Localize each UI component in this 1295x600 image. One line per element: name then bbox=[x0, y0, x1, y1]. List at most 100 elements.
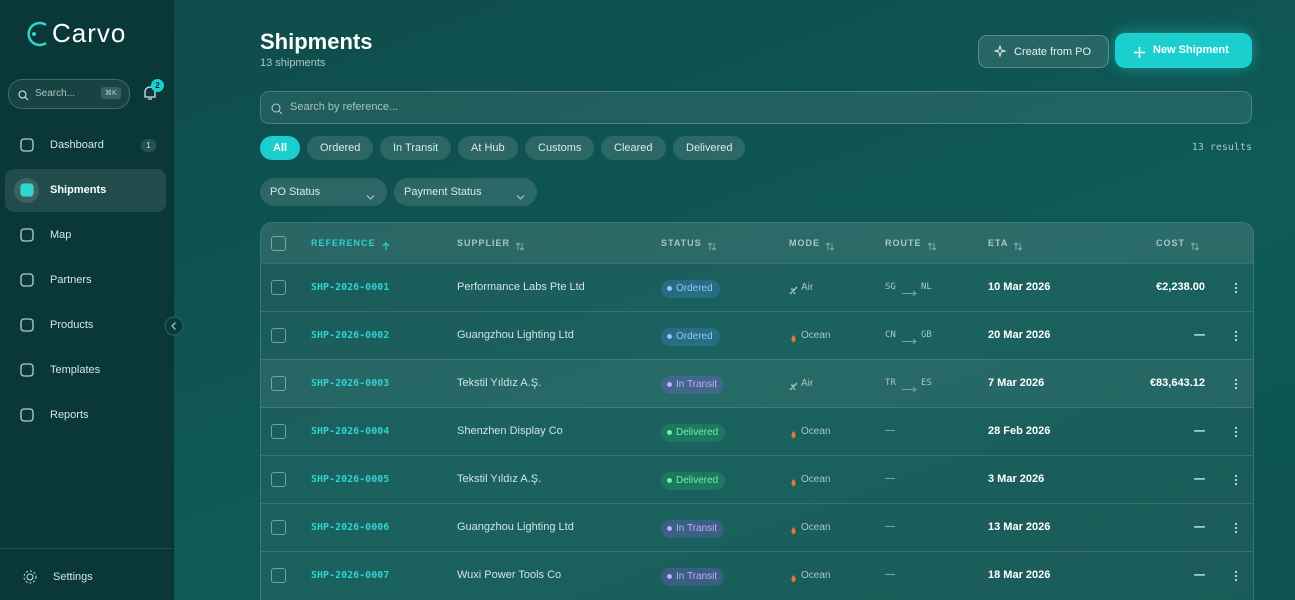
settings-label[interactable]: Settings bbox=[53, 571, 93, 583]
search-icon-svg bbox=[18, 90, 29, 101]
nav-icon-svg bbox=[20, 318, 34, 332]
status-badge: Delivered bbox=[661, 472, 726, 490]
row-menu-svg bbox=[1234, 282, 1238, 294]
table-row[interactable]: SHP-2026-0005 Tekstil Yıldız A.Ş. Delivere… bbox=[261, 455, 1253, 504]
row-menu-svg bbox=[1234, 570, 1238, 582]
cost: — bbox=[1194, 521, 1205, 533]
nav-item[interactable]: Shipments bbox=[5, 169, 166, 212]
route-to: GB bbox=[921, 330, 932, 340]
row-menu bbox=[1234, 425, 1238, 443]
column-header[interactable]: COST bbox=[1155, 238, 1185, 248]
row-checkbox[interactable] bbox=[271, 280, 286, 295]
mode: Air bbox=[801, 282, 814, 293]
nav-icon bbox=[20, 228, 34, 247]
eta: 13 Mar 2026 bbox=[988, 521, 1051, 533]
row-checkbox[interactable] bbox=[271, 472, 286, 487]
search-placeholder: Search... bbox=[35, 88, 76, 99]
table-row[interactable]: SHP-2026-0007 Wuxi Power Tools Co In Trans… bbox=[261, 551, 1253, 600]
brand: Carvo bbox=[52, 18, 127, 48]
nav-item[interactable]: Dashboard 1 bbox=[5, 124, 166, 167]
filter-tab[interactable]: Delivered bbox=[673, 136, 746, 160]
nav-item[interactable]: Templates bbox=[5, 349, 166, 392]
column-header[interactable]: STATUS bbox=[661, 238, 702, 248]
reference[interactable]: SHP-2026-0002 bbox=[311, 330, 390, 341]
reference[interactable]: SHP-2026-0004 bbox=[311, 426, 390, 437]
nav-label: Dashboard bbox=[50, 139, 104, 151]
table-row[interactable]: SHP-2026-0003 Tekstil Yıldız A.Ş. In Trans… bbox=[261, 359, 1253, 408]
filter-tab[interactable]: Ordered bbox=[307, 136, 374, 160]
cost: — bbox=[1194, 329, 1205, 341]
nav-icon-svg bbox=[20, 183, 34, 197]
sort-icon-svg bbox=[825, 242, 835, 251]
mode-icon-svg bbox=[791, 431, 796, 439]
nav-item[interactable]: Partners bbox=[5, 259, 166, 302]
column-header[interactable]: MODE bbox=[789, 238, 820, 248]
filter-tab[interactable]: At Hub bbox=[458, 136, 518, 160]
collapse-button-svg bbox=[164, 316, 184, 336]
filter-dropdown[interactable]: PO Status bbox=[260, 178, 387, 206]
eta: 10 Mar 2026 bbox=[988, 281, 1051, 293]
reference[interactable]: SHP-2026-0005 bbox=[311, 474, 390, 485]
row-checkbox[interactable] bbox=[271, 424, 286, 439]
collapse-button bbox=[164, 316, 184, 341]
filter-dropdown[interactable]: Payment Status bbox=[394, 178, 537, 206]
supplier: Guangzhou Lighting Ltd bbox=[457, 521, 574, 533]
mode-icon-svg bbox=[791, 575, 796, 583]
nav-item[interactable]: Reports bbox=[5, 394, 166, 437]
mode: Air bbox=[801, 378, 814, 389]
new-shipment-button[interactable]: New Shipment bbox=[1115, 33, 1252, 68]
create-from-po-button[interactable]: Create from PO bbox=[978, 35, 1109, 68]
table-row[interactable]: SHP-2026-0006 Guangzhou Lighting Ltd In Tr… bbox=[261, 503, 1253, 552]
mode: Ocean bbox=[801, 330, 831, 341]
sidebar-search[interactable]: Search... ⌘K bbox=[8, 79, 130, 109]
column-header[interactable]: ETA bbox=[988, 238, 1009, 248]
bell-icon-svg bbox=[144, 86, 156, 100]
filter-tab[interactable]: Customs bbox=[525, 136, 595, 160]
filter-tab[interactable]: All bbox=[260, 136, 301, 160]
route-arrow-svg bbox=[902, 386, 917, 393]
reference[interactable]: SHP-2026-0003 bbox=[311, 378, 390, 389]
column-header[interactable]: SUPPLIER bbox=[457, 238, 511, 248]
row-checkbox[interactable] bbox=[271, 520, 286, 535]
search-input[interactable]: Search by reference... bbox=[260, 91, 1252, 124]
nav-icon bbox=[20, 408, 34, 427]
table-row[interactable]: SHP-2026-0001 Performance Labs Pte Ltd Ord… bbox=[261, 263, 1253, 312]
column-header[interactable]: REFERENCE bbox=[311, 238, 376, 248]
logo-icon-svg bbox=[27, 21, 47, 47]
supplier: Tekstil Yıldız A.Ş. bbox=[457, 473, 542, 485]
row-menu-svg bbox=[1234, 522, 1238, 534]
route-from: TR bbox=[885, 378, 896, 388]
row-checkbox[interactable] bbox=[271, 376, 286, 391]
filter-tab[interactable]: In Transit bbox=[380, 136, 452, 160]
column-header[interactable]: ROUTE bbox=[885, 238, 922, 248]
mode-icon-svg bbox=[789, 382, 798, 391]
nav-item[interactable]: Map bbox=[5, 214, 166, 257]
nav-label: Partners bbox=[50, 274, 92, 286]
table-header: REFERENCE SUPPLIER STATUS MODE ROUTE ETA COST bbox=[261, 223, 1253, 263]
row-checkbox[interactable] bbox=[271, 328, 286, 343]
mode-icon bbox=[789, 426, 798, 444]
route-from: SG bbox=[885, 282, 896, 292]
reference[interactable]: SHP-2026-0006 bbox=[311, 522, 390, 533]
chevron-icon-svg bbox=[366, 195, 375, 200]
nav-icon bbox=[20, 138, 34, 157]
nav-icon bbox=[20, 363, 34, 382]
nav-icon bbox=[20, 318, 34, 337]
mode-icon-svg bbox=[789, 286, 798, 295]
nav-item[interactable]: Products bbox=[5, 304, 166, 347]
reference[interactable]: SHP-2026-0007 bbox=[311, 570, 390, 581]
table-row[interactable]: SHP-2026-0002 Guangzhou Lighting Ltd Order… bbox=[261, 311, 1253, 360]
sort-icon bbox=[1013, 238, 1023, 256]
mode: Ocean bbox=[801, 570, 831, 581]
mode-icon bbox=[789, 474, 798, 492]
header-checkbox[interactable] bbox=[271, 236, 286, 251]
supplier: Tekstil Yıldız A.Ş. bbox=[457, 377, 542, 389]
reference[interactable]: SHP-2026-0001 bbox=[311, 282, 390, 293]
sidebar: Carvo Search... ⌘K 2 Dashboard 1 Shipments Map P… bbox=[0, 0, 174, 600]
row-checkbox[interactable] bbox=[271, 568, 286, 583]
table-row[interactable]: SHP-2026-0004 Shenzhen Display Co Delivere… bbox=[261, 407, 1253, 456]
filter-tab[interactable]: Cleared bbox=[601, 136, 666, 160]
nav-icon bbox=[20, 273, 34, 292]
cost: — bbox=[1194, 425, 1205, 437]
